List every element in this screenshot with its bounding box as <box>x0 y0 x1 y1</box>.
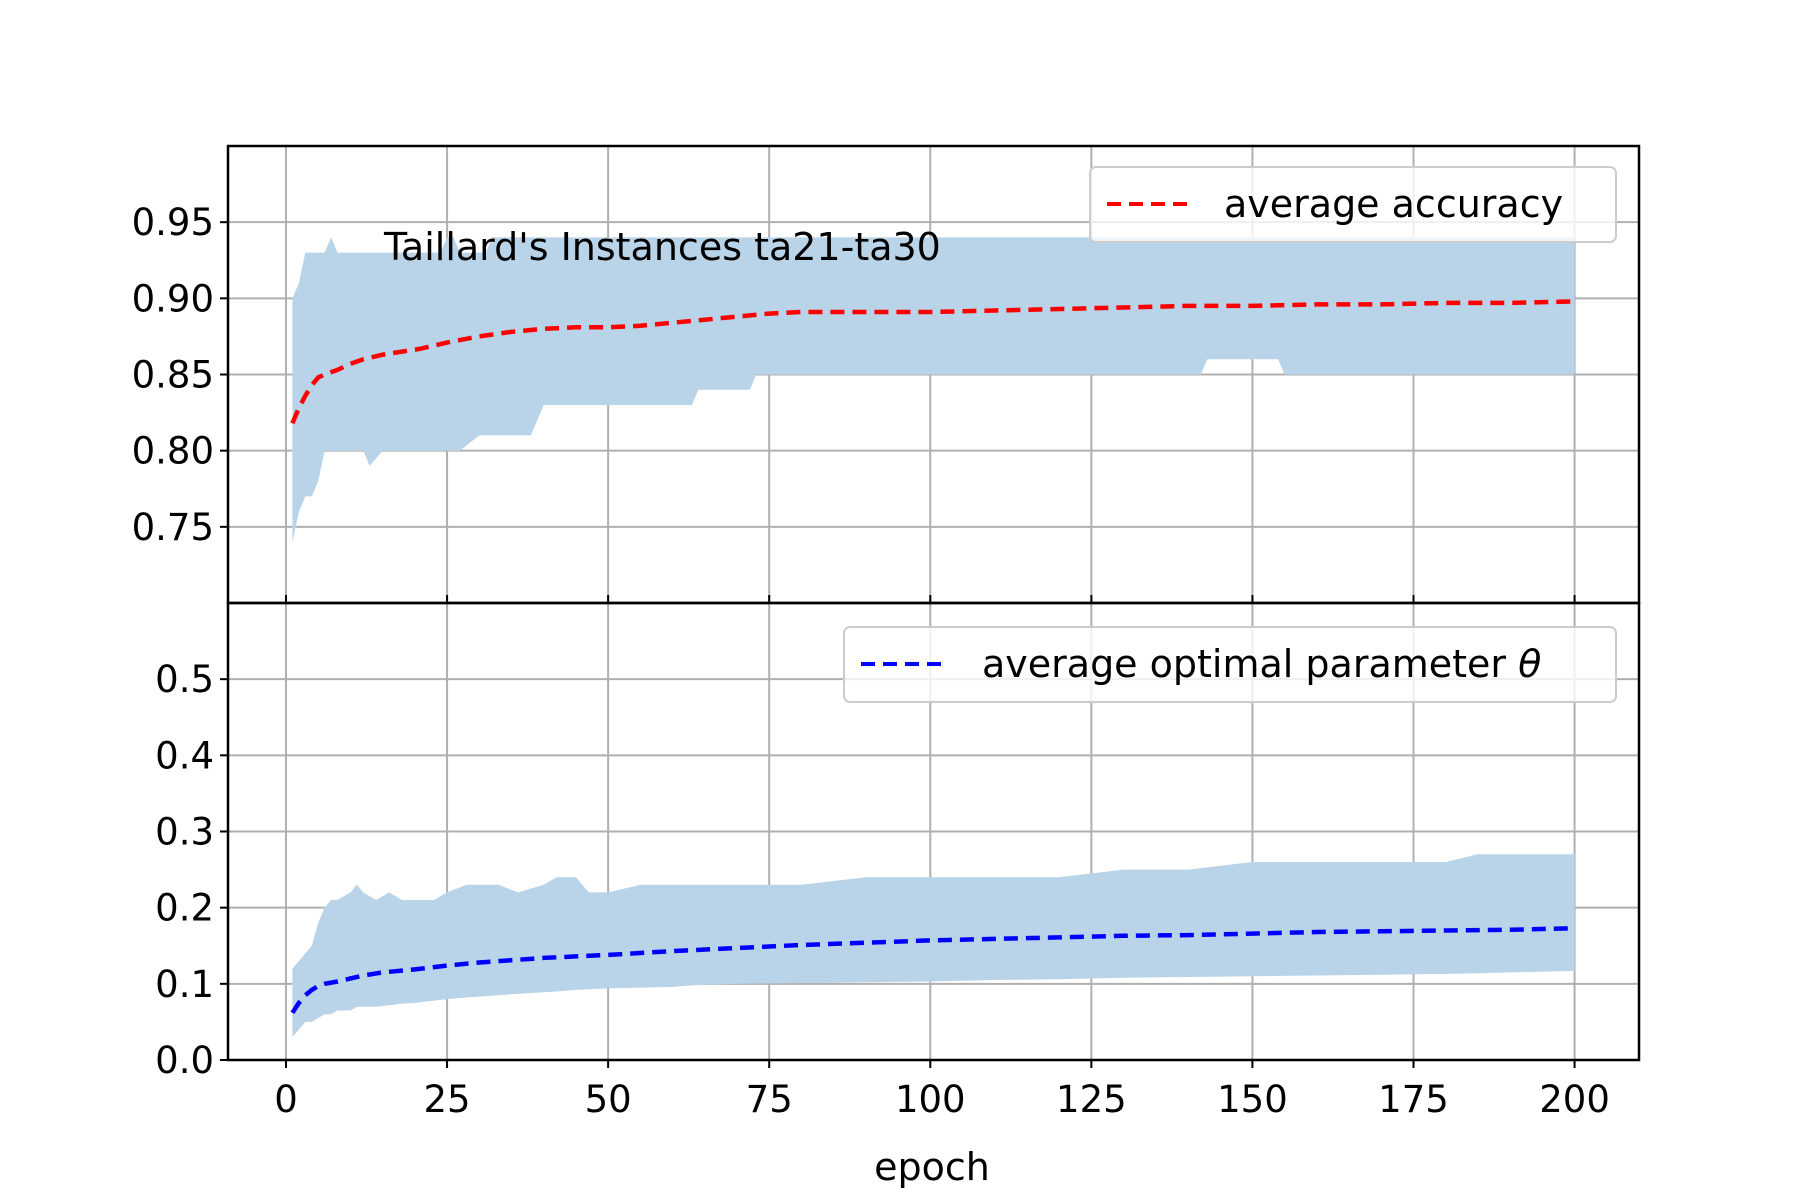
accuracy-legend-box <box>1089 166 1617 243</box>
parameter-legend-label: average optimal parameter θ <box>982 642 1541 686</box>
y-tick-label: 0.5 <box>155 658 214 701</box>
y-tick-label: 0.4 <box>155 734 214 777</box>
x-tick-label: 150 <box>1217 1078 1288 1121</box>
y-tick-label: 0.75 <box>132 506 214 549</box>
x-tick-label: 75 <box>746 1078 793 1121</box>
theta-symbol: θ <box>1518 642 1541 686</box>
epoch-x-ticks: 0 25 50 75 100 125 150 175 200 <box>274 1060 1610 1121</box>
y-tick-label: 0.2 <box>155 887 214 930</box>
x-tick-label: 175 <box>1378 1078 1449 1121</box>
parameter-legend-label-text: average optimal parameter <box>982 642 1518 686</box>
parameter-y-ticks: 0.0 0.1 0.2 0.3 0.4 0.5 <box>155 658 228 1082</box>
y-tick-label: 0.1 <box>155 963 214 1006</box>
accuracy-panel: 0.75 0.80 0.85 0.90 0.95 Taillard's Instance… <box>132 146 1639 603</box>
x-axis-label: epoch <box>874 1145 990 1189</box>
accuracy-legend-label: average accuracy <box>1224 182 1563 226</box>
x-tick-label: 200 <box>1539 1078 1610 1121</box>
y-tick-label: 0.80 <box>132 430 214 473</box>
x-tick-label: 0 <box>274 1078 298 1121</box>
x-tick-label: 100 <box>895 1078 966 1121</box>
y-tick-label: 0.3 <box>155 811 214 854</box>
parameter-panel: 0.0 0.1 0.2 0.3 0.4 0.5 0 25 50 75 100 125 150 175 20… <box>155 603 1639 1189</box>
chart-annotation: Taillard's Instances ta21-ta30 <box>383 225 941 269</box>
parameter-legend: average optimal parameter θ <box>843 626 1617 703</box>
y-tick-label: 0.90 <box>132 277 214 320</box>
x-tick-label: 25 <box>424 1078 471 1121</box>
y-tick-label: 0.95 <box>132 201 214 244</box>
accuracy-line <box>290 299 1575 425</box>
parameter-legend-box <box>843 626 1617 703</box>
parameter-line <box>290 925 1575 1015</box>
x-tick-label: 125 <box>1056 1078 1127 1121</box>
y-tick-label: 0.0 <box>155 1039 214 1082</box>
y-tick-label: 0.85 <box>132 354 214 397</box>
parameter-axes-frame <box>226 601 1641 1062</box>
accuracy-y-ticks: 0.75 0.80 0.85 0.90 0.95 <box>132 201 228 549</box>
parameter-spread-band <box>292 854 1575 1038</box>
accuracy-legend: average accuracy <box>1089 166 1617 243</box>
accuracy-spread-band <box>292 237 1575 543</box>
x-tick-label: 50 <box>585 1078 632 1121</box>
